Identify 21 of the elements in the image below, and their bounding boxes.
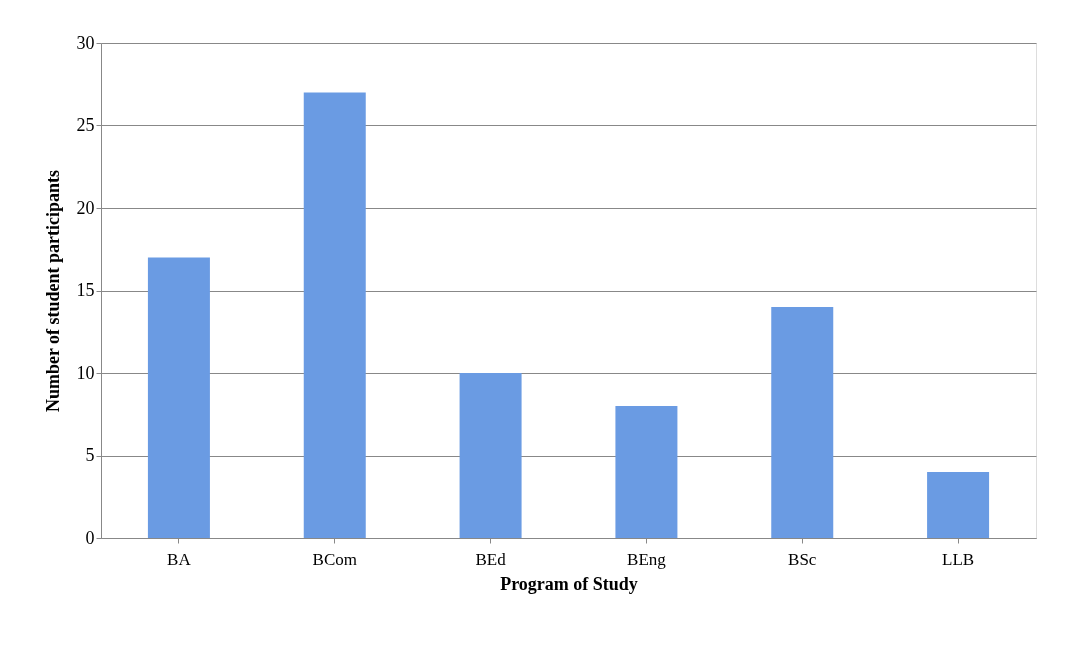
bar xyxy=(303,92,366,538)
y-tick-label: 15 xyxy=(76,280,95,300)
bar xyxy=(459,373,522,538)
y-tick-label: 30 xyxy=(76,32,95,53)
y-tick-label: 10 xyxy=(76,362,95,383)
y-tick-label: 25 xyxy=(76,115,95,135)
y-tick-label: 20 xyxy=(76,197,95,218)
bar xyxy=(771,307,834,538)
y-axis-title: Number of student participants xyxy=(42,169,63,413)
bar xyxy=(615,406,678,538)
bar xyxy=(147,257,210,538)
x-tick-label: BEd xyxy=(475,549,507,569)
y-tick-label: 5 xyxy=(85,445,95,465)
x-tick-label: BCom xyxy=(312,549,357,569)
x-tick-label: BA xyxy=(167,549,192,569)
y-tick-label: 0 xyxy=(85,527,95,548)
x-tick-label: BSc xyxy=(788,549,817,569)
x-tick-label: BEng xyxy=(627,549,667,569)
x-tick-label: LLB xyxy=(942,549,975,569)
x-axis-title: Program of Study xyxy=(500,573,638,594)
bar xyxy=(927,472,990,538)
